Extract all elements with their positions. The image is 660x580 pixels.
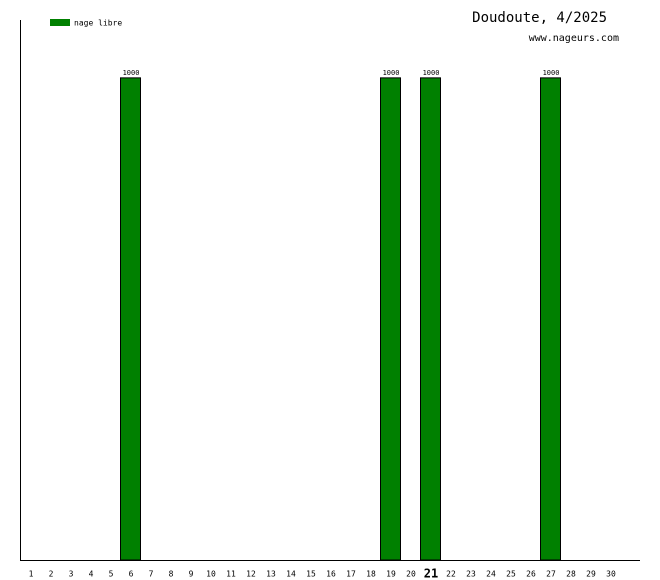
x-tick-label: 14 bbox=[286, 570, 296, 579]
x-tick-label: 9 bbox=[189, 570, 194, 579]
x-tick-label: 16 bbox=[326, 570, 336, 579]
x-tick-label: 6 bbox=[129, 570, 134, 579]
bar bbox=[420, 77, 441, 561]
x-tick-label: 2 bbox=[49, 570, 54, 579]
bar bbox=[120, 77, 141, 561]
bar-value-label: 1000 bbox=[423, 69, 440, 77]
bar-value-label: 1000 bbox=[123, 69, 140, 77]
x-tick-label: 25 bbox=[506, 570, 516, 579]
x-tick-label: 28 bbox=[566, 570, 576, 579]
x-tick-label: 22 bbox=[446, 570, 456, 579]
x-tick-label: 10 bbox=[206, 570, 216, 579]
x-tick-label: 11 bbox=[226, 570, 236, 579]
chart-subtitle: www.nageurs.com bbox=[529, 33, 619, 44]
x-tick-label: 15 bbox=[306, 570, 316, 579]
x-tick-label: 30 bbox=[606, 570, 616, 579]
x-tick-label: 7 bbox=[149, 570, 154, 579]
x-tick-label: 29 bbox=[586, 570, 596, 579]
x-tick-label: 24 bbox=[486, 570, 496, 579]
x-tick-label: 4 bbox=[89, 570, 94, 579]
x-tick-label: 19 bbox=[386, 570, 396, 579]
x-tick-label: 3 bbox=[69, 570, 74, 579]
legend-label: nage libre bbox=[74, 19, 122, 28]
x-tick-label: 17 bbox=[346, 570, 356, 579]
x-tick-label: 1 bbox=[29, 570, 34, 579]
x-tick-label: 18 bbox=[366, 570, 376, 579]
bar bbox=[380, 77, 401, 561]
legend-swatch bbox=[50, 19, 70, 26]
bar-value-label: 1000 bbox=[543, 69, 560, 77]
chart-title: Doudoute, 4/2025 bbox=[472, 10, 607, 26]
bar-value-label: 1000 bbox=[383, 69, 400, 77]
x-tick-label: 13 bbox=[266, 570, 276, 579]
x-tick-label: 26 bbox=[526, 570, 536, 579]
x-tick-label: 8 bbox=[169, 570, 174, 579]
x-tick-label: 27 bbox=[546, 570, 556, 579]
x-tick-label: 20 bbox=[406, 570, 416, 579]
x-tick-label: 12 bbox=[246, 570, 256, 579]
x-tick-label: 21 bbox=[424, 567, 438, 580]
bar bbox=[540, 77, 561, 561]
x-tick-label: 23 bbox=[466, 570, 476, 579]
x-tick-label: 5 bbox=[109, 570, 114, 579]
